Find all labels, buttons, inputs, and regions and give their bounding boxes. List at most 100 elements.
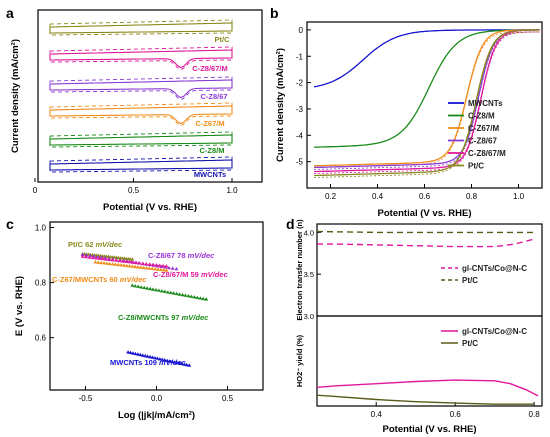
panel-c-point-2 — [147, 262, 152, 266]
panel-c-point-5 — [133, 351, 138, 356]
panel-c-point-2 — [97, 256, 102, 260]
panel-c-point-2 — [164, 264, 169, 268]
panel-c-point-5 — [165, 358, 170, 362]
panel-b-curve-1 — [314, 29, 540, 148]
panel-c-point-3 — [153, 267, 158, 271]
panel-c-point-3 — [141, 265, 146, 270]
panel-c-xtick-label: -0.5 — [79, 394, 93, 403]
panel-c-point-2 — [130, 260, 135, 264]
panel-c-point-4 — [145, 286, 150, 290]
panel-b-curve-0 — [313, 29, 540, 88]
panel-d-bottom-legend-label: Pt/C — [462, 339, 478, 348]
panel-a-cv-5 — [49, 159, 233, 171]
panel-c-point-3 — [113, 262, 118, 266]
panel-c-point-1 — [84, 253, 89, 257]
panel-b-legend-label: C-Z67/M — [468, 124, 499, 133]
panel-c-point-3 — [150, 266, 155, 270]
panel-c-point-2 — [144, 262, 149, 266]
panel-b-ylabel: Current density (mA/cm²) — [275, 48, 286, 162]
panel-b-curve-2 — [314, 29, 540, 167]
panel-c-ytick-label: 0.6 — [35, 334, 47, 343]
panel-c-point-4 — [162, 289, 167, 293]
panel-a-cv-4 — [49, 134, 233, 146]
panel-d-xlabel: Potential (V vs. RHE) — [383, 424, 477, 435]
panel-c-point-3 — [133, 264, 138, 269]
panel-b-legend-label: MWCNTs — [468, 99, 503, 108]
panel-c-point-4 — [204, 297, 209, 301]
panel-d-top-curve-0 — [317, 238, 535, 248]
panel-b-ytick-label: -4 — [296, 131, 304, 140]
panel-c-point-3 — [99, 260, 104, 265]
panel-c-point-3 — [136, 265, 140, 269]
panel-a-cv-dashed-2 — [49, 76, 233, 100]
panel-a-series-label: C-Z8/67 — [200, 92, 227, 101]
panel-b-xtick-label: 0.6 — [419, 192, 431, 201]
panel-a-series-label: C-Z67/M — [195, 119, 224, 128]
panel-c-point-5 — [153, 356, 157, 360]
panel-c-xtick-label: 0.0 — [151, 394, 163, 403]
panel-c-point-3 — [161, 268, 166, 272]
panel-label-c: c — [6, 216, 14, 232]
panel-c-point-2 — [100, 256, 105, 261]
panel-d-xtick-label: 0.4 — [371, 410, 383, 419]
panel-c-point-2 — [141, 261, 145, 265]
panel-label-b: b — [270, 5, 279, 21]
panel-c-point-3 — [144, 266, 149, 270]
panel-d-bottom-frame — [316, 315, 543, 407]
panel-c-point-3 — [107, 261, 112, 266]
panel-c-point-1 — [166, 265, 171, 270]
panel-c-point-4 — [165, 290, 170, 294]
panel-c-point-5 — [167, 359, 172, 363]
panel-b-legend-label: C-Z8/67 — [468, 137, 497, 146]
panel-b-curve-dash-2 — [314, 31, 540, 169]
panel-c-point-1 — [80, 252, 85, 256]
panel-b-curve-dash-3 — [314, 31, 540, 170]
panel-c-ytick-label: 1.0 — [35, 224, 47, 233]
panel-c-point-3 — [93, 260, 98, 264]
panel-c-point-5 — [126, 350, 131, 354]
panel-c-point-1 — [174, 267, 179, 271]
panel-b-curve-dash-4 — [314, 31, 540, 174]
panel-c-point-2 — [107, 257, 112, 261]
panel-c-point-5 — [138, 352, 143, 357]
panel-c-point-5 — [179, 361, 184, 366]
panel-c-point-5 — [143, 353, 148, 358]
panel-c-point-2 — [124, 259, 129, 263]
panel-c-point-2 — [134, 260, 139, 265]
panel-c-point-5 — [174, 360, 179, 365]
panel-c-point-5 — [162, 358, 167, 362]
panel-c-point-5 — [155, 356, 160, 360]
panel-b-curve-5 — [314, 29, 540, 177]
panel-c-point-2 — [137, 261, 142, 265]
panel-a-cv-dashed-5 — [49, 156, 233, 173]
panel-c-point-5 — [131, 351, 135, 355]
panel-c-point-2 — [157, 263, 162, 267]
panel-c-point-5 — [135, 352, 140, 356]
panel-c-point-3 — [124, 263, 129, 268]
panel-c-point-4 — [198, 296, 203, 300]
panel-c-point-4 — [171, 291, 176, 295]
panel-c-point-3 — [102, 261, 106, 265]
panel-d-bottom-legend-label: gl-CNTs/Co@N-C — [462, 327, 527, 336]
panel-c-point-2 — [110, 258, 115, 262]
panel-c-point-5 — [184, 362, 189, 367]
panel-c-ylabel: E (V vs. RHE) — [14, 276, 25, 336]
panel-c-point-4 — [133, 284, 138, 288]
panel-c-point-3 — [130, 264, 135, 268]
panel-c-point-4 — [201, 296, 206, 301]
panel-c-point-4 — [168, 290, 173, 294]
panel-a-cv-0 — [49, 22, 233, 34]
panel-c-point-4 — [159, 289, 164, 293]
panel-b-legend-label: Pt/C — [468, 162, 484, 171]
panel-b-xlabel: Potential (V vs. RHE) — [378, 208, 472, 219]
panel-b-xtick-label: 1.0 — [513, 192, 525, 201]
panel-c-point-2 — [87, 255, 92, 259]
panel-c-point-2 — [84, 255, 88, 259]
panel-c-point-4 — [174, 291, 179, 296]
panel-c-xtick-label: 0.5 — [222, 394, 234, 403]
panel-c-point-2 — [127, 260, 132, 264]
panel-a-series-label: Pt/C — [215, 35, 231, 44]
panel-d-top-ytick-label: 3.0 — [304, 312, 314, 321]
